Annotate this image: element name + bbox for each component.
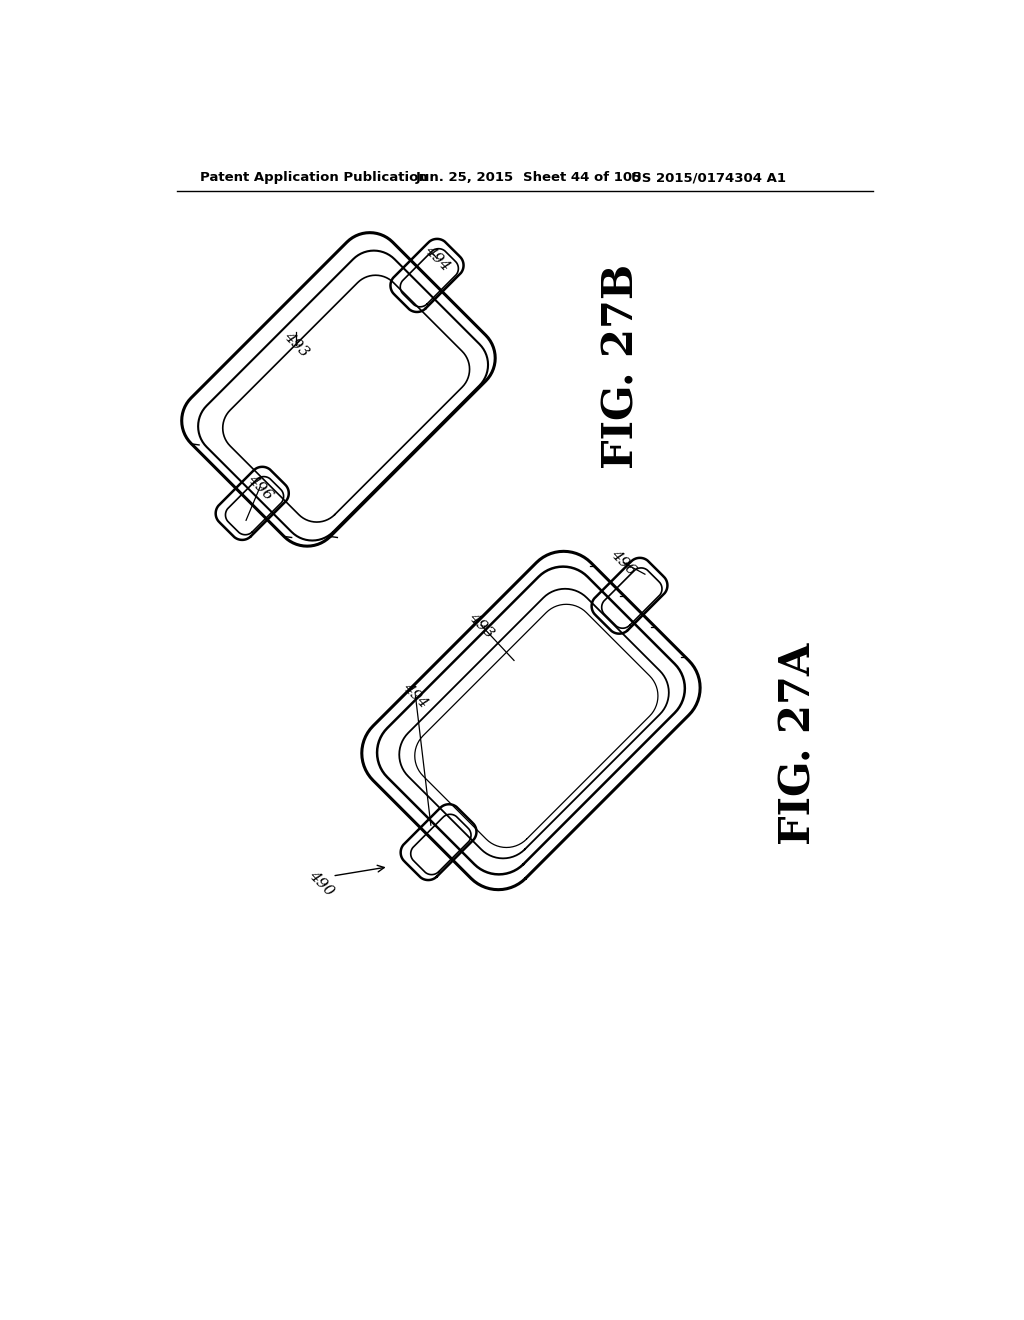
Text: 496: 496 [608, 548, 639, 578]
Text: Sheet 44 of 105: Sheet 44 of 105 [523, 172, 641, 185]
Text: 494: 494 [400, 681, 431, 711]
Text: Jun. 25, 2015: Jun. 25, 2015 [416, 172, 514, 185]
Text: 493: 493 [466, 610, 497, 640]
Text: US 2015/0174304 A1: US 2015/0174304 A1 [631, 172, 786, 185]
Text: FIG. 27B: FIG. 27B [601, 264, 643, 469]
Text: 496: 496 [245, 471, 275, 503]
Text: Patent Application Publication: Patent Application Publication [200, 172, 428, 185]
Text: FIG. 27A: FIG. 27A [778, 643, 820, 845]
Text: 490: 490 [306, 869, 337, 899]
Text: 493: 493 [281, 330, 311, 360]
Text: 494: 494 [422, 243, 453, 273]
